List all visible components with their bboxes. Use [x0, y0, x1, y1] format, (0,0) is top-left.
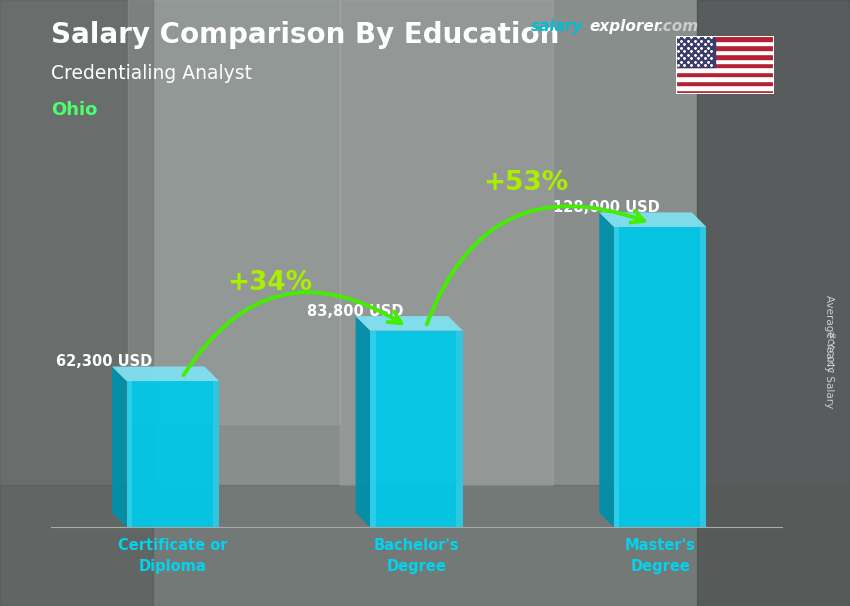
Polygon shape: [371, 331, 376, 527]
Bar: [676, 67, 774, 72]
Polygon shape: [614, 227, 706, 527]
Text: +34%: +34%: [228, 270, 313, 296]
Polygon shape: [371, 331, 462, 527]
Text: 83,800 USD: 83,800 USD: [308, 304, 404, 319]
Bar: [0, 485, 850, 606]
Bar: [676, 90, 774, 94]
Bar: [676, 45, 774, 50]
Polygon shape: [700, 227, 706, 527]
Bar: [676, 36, 715, 67]
Text: 62,300 USD: 62,300 USD: [56, 355, 153, 370]
Polygon shape: [112, 367, 219, 381]
Bar: [676, 81, 774, 85]
Text: +53%: +53%: [484, 170, 569, 196]
Text: 128,000 USD: 128,000 USD: [553, 201, 660, 215]
Bar: [676, 63, 774, 67]
Polygon shape: [212, 381, 219, 527]
Polygon shape: [456, 331, 462, 527]
Text: Average Yearly Salary: Average Yearly Salary: [824, 295, 834, 408]
Text: #cccccc: #cccccc: [824, 330, 834, 373]
Bar: [676, 59, 774, 63]
Bar: [0, 0, 153, 606]
Polygon shape: [355, 316, 462, 331]
Text: Credentialing Analyst: Credentialing Analyst: [51, 64, 252, 82]
Polygon shape: [112, 367, 127, 527]
Bar: [676, 72, 774, 76]
Bar: [676, 76, 774, 81]
Text: Ohio: Ohio: [51, 101, 98, 119]
Polygon shape: [127, 381, 132, 527]
Text: explorer: explorer: [589, 19, 661, 35]
Bar: [676, 50, 774, 54]
Bar: [676, 36, 774, 41]
Text: salary: salary: [531, 19, 584, 35]
Polygon shape: [599, 213, 614, 527]
Polygon shape: [599, 213, 706, 227]
Bar: [676, 54, 774, 59]
Text: .com: .com: [657, 19, 698, 35]
Text: Salary Comparison By Education: Salary Comparison By Education: [51, 21, 559, 49]
Bar: [697, 0, 850, 606]
Polygon shape: [355, 316, 371, 527]
Polygon shape: [127, 381, 219, 527]
Bar: [128, 0, 340, 424]
Bar: [676, 41, 774, 45]
Polygon shape: [614, 227, 620, 527]
Bar: [340, 0, 552, 485]
Bar: [676, 85, 774, 90]
